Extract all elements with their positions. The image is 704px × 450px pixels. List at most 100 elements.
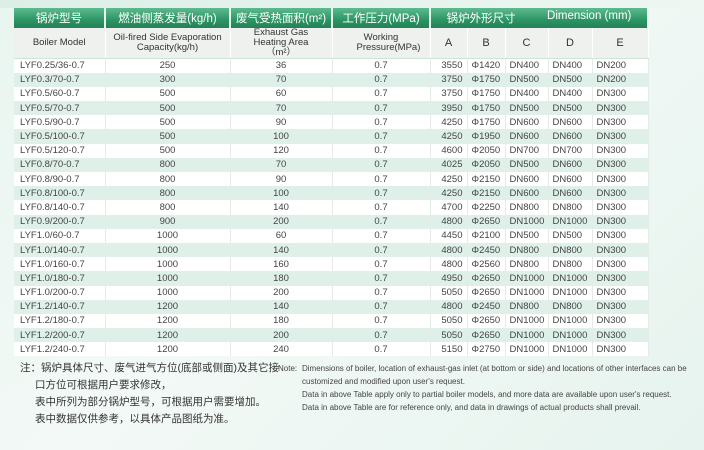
cell-capacity: 1200	[105, 342, 231, 357]
cell-area: 180	[230, 271, 333, 286]
cell-model: LYF1.2/200-0.7	[14, 328, 106, 343]
table-row: LYF1.2/140-0.7 1200 140 0.7 4800 Φ2450 DN800 DN…	[14, 299, 649, 314]
cell-e: DN300	[592, 101, 649, 116]
cell-model: LYF0.5/70-0.7	[14, 101, 106, 116]
cell-b: Φ1750	[467, 101, 506, 116]
table-row: LYF0.9/200-0.7 900 200 0.7 4800 Φ2650 DN1000 DN…	[14, 214, 649, 229]
cell-d: DN600	[548, 157, 593, 172]
boiler-spec-table: 锅炉型号 燃油侧蒸发量(kg/h) 废气受热面积(m²) 工作压力(MPa) 锅…	[14, 8, 650, 357]
cell-area: 90	[230, 172, 333, 187]
cell-capacity: 1000	[105, 242, 231, 258]
cell-b: Φ2150	[467, 186, 506, 201]
cell-model: LYF1.2/140-0.7	[14, 299, 106, 314]
cell-model: LYF1.2/240-0.7	[14, 342, 106, 357]
cell-model: LYF0.8/140-0.7	[14, 200, 106, 215]
cell-pressure: 0.7	[332, 328, 431, 343]
cell-e: DN300	[592, 129, 649, 144]
cell-a: 4250	[430, 186, 468, 201]
cell-area: 120	[230, 143, 333, 158]
cell-b: Φ1750	[467, 72, 506, 87]
cell-capacity: 800	[105, 200, 231, 215]
cell-d: DN800	[548, 299, 593, 314]
cell-capacity: 1000	[105, 228, 231, 243]
cell-d: DN500	[548, 72, 593, 87]
cell-model: LYF1.2/180-0.7	[14, 313, 106, 329]
cell-model: LYF1.0/160-0.7	[14, 257, 106, 272]
cell-e: DN300	[592, 214, 649, 229]
cell-a: 5050	[430, 313, 468, 329]
cell-d: DN800	[548, 242, 593, 258]
cell-b: Φ2150	[467, 172, 506, 187]
header-row-en: Boiler Model Oil-fired Side Evaporation …	[14, 28, 649, 59]
cell-d: DN500	[548, 228, 593, 243]
cell-a: 4025	[430, 157, 468, 172]
cell-a: 4800	[430, 242, 468, 258]
cell-b: Φ1750	[467, 86, 506, 102]
cell-c: DN500	[505, 72, 549, 87]
table-row: LYF1.0/180-0.7 1000 180 0.7 4950 Φ2650 DN1000 D…	[14, 271, 649, 286]
header-dimension-cn: 锅炉外形尺寸	[446, 13, 516, 25]
cell-c: DN500	[505, 228, 549, 243]
cell-e: DN300	[592, 115, 649, 130]
cell-model: LYF0.9/200-0.7	[14, 214, 106, 229]
table-row: LYF0.8/140-0.7 800 140 0.7 4700 Φ2250 DN800 DN8…	[14, 200, 649, 215]
table-row: LYF0.8/100-0.7 800 100 0.7 4250 Φ2150 DN600 DN6…	[14, 186, 649, 201]
cell-c: DN600	[505, 115, 549, 130]
cell-e: DN200	[592, 58, 649, 73]
cell-area: 70	[230, 157, 333, 172]
cell-model: LYF1.0/140-0.7	[14, 242, 106, 258]
cell-b: Φ2650	[467, 271, 506, 286]
cell-a: 5050	[430, 328, 468, 343]
cell-e: DN300	[592, 157, 649, 172]
cell-pressure: 0.7	[332, 299, 431, 314]
cell-area: 60	[230, 228, 333, 243]
cell-pressure: 0.7	[332, 242, 431, 258]
cell-model: LYF0.8/70-0.7	[14, 157, 106, 172]
cell-capacity: 500	[105, 101, 231, 116]
cell-a: 3950	[430, 101, 468, 116]
cell-e: DN300	[592, 285, 649, 300]
table-row: LYF1.2/200-0.7 1200 200 0.7 5050 Φ2650 DN1000 D…	[14, 328, 649, 343]
cell-b: Φ2450	[467, 242, 506, 258]
table-row: LYF1.0/60-0.7 1000 60 0.7 4450 Φ2100 DN500 DN50…	[14, 228, 649, 243]
cell-capacity: 1200	[105, 299, 231, 314]
cell-b: Φ2650	[467, 214, 506, 229]
cell-e: DN300	[592, 172, 649, 187]
header-dimension: 锅炉外形尺寸 Dimension (mm)	[430, 8, 650, 28]
cell-area: 140	[230, 242, 333, 258]
cell-model: LYF0.25/36-0.7	[14, 58, 106, 73]
header-d: D	[548, 28, 593, 59]
cell-area: 240	[230, 342, 333, 357]
cell-d: DN1000	[548, 342, 593, 357]
cell-pressure: 0.7	[332, 342, 431, 357]
cell-capacity: 1200	[105, 313, 231, 329]
table-row: LYF0.5/100-0.7 500 100 0.7 4250 Φ1950 DN600 DN6…	[14, 129, 649, 144]
note-cn-line: 口方位可根据用户要求修改，	[35, 379, 172, 391]
cell-pressure: 0.7	[332, 157, 431, 172]
cell-pressure: 0.7	[332, 129, 431, 144]
cell-area: 200	[230, 328, 333, 343]
cell-area: 140	[230, 200, 333, 215]
table-row: LYF0.3/70-0.7 300 70 0.7 3750 Φ1750 DN500 DN500…	[14, 72, 649, 87]
cell-d: DN400	[548, 58, 593, 73]
cell-e: DN300	[592, 313, 649, 329]
table-row: LYF0.5/60-0.7 500 60 0.7 3750 Φ1750 DN400 DN400…	[14, 86, 649, 102]
cell-b: Φ2750	[467, 342, 506, 357]
cell-e: DN300	[592, 271, 649, 286]
cell-e: DN300	[592, 186, 649, 201]
cell-b: Φ2250	[467, 200, 506, 215]
cell-b: Φ2650	[467, 328, 506, 343]
cell-a: 5150	[430, 342, 468, 357]
note-cn-line: 表中所列为部分锅炉型号，可根据用户需要增加。	[35, 396, 266, 408]
table-body: LYF0.25/36-0.7 250 36 0.7 3550 Φ1420 DN400 DN40…	[14, 58, 649, 357]
cell-b: Φ2450	[467, 299, 506, 314]
cell-c: DN1000	[505, 328, 549, 343]
cell-pressure: 0.7	[332, 257, 431, 272]
cell-area: 100	[230, 186, 333, 201]
table-row: LYF0.8/90-0.7 800 90 0.7 4250 Φ2150 DN600 DN600…	[14, 172, 649, 187]
cell-d: DN1000	[548, 285, 593, 300]
cell-pressure: 0.7	[332, 214, 431, 229]
cell-c: DN500	[505, 101, 549, 116]
cell-model: LYF1.0/200-0.7	[14, 285, 106, 300]
cell-a: 5050	[430, 285, 468, 300]
